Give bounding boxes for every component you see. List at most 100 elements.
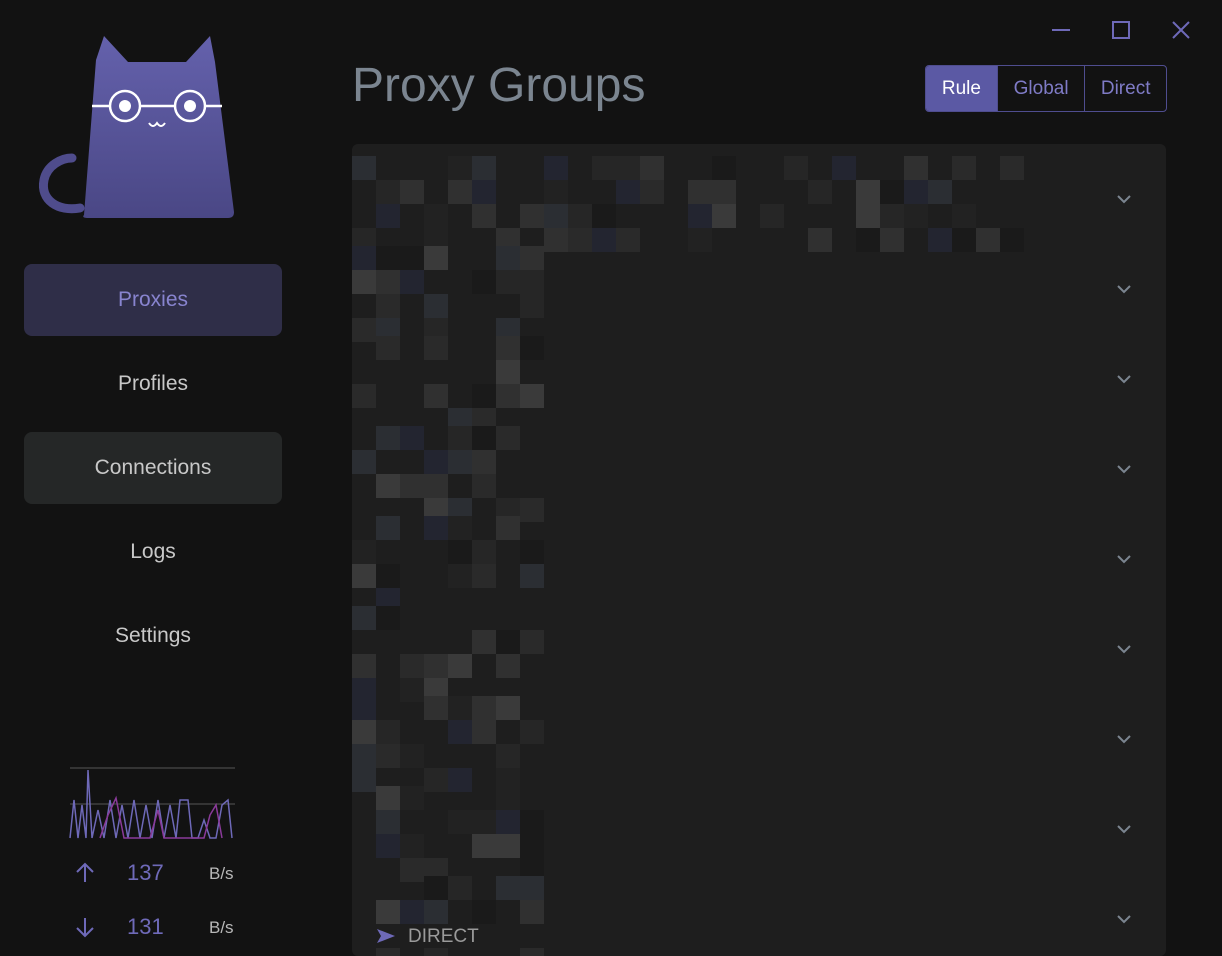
- blur-pixel: [448, 564, 472, 588]
- blur-pixel: [352, 450, 376, 474]
- nav-item[interactable]: Logs: [130, 540, 176, 563]
- expand-chevron[interactable]: [1117, 915, 1131, 924]
- blur-pixel: [688, 228, 712, 252]
- blur-pixel: [352, 654, 376, 678]
- blur-pixel: [352, 246, 376, 270]
- blur-pixel: [352, 696, 376, 720]
- blur-pixel: [424, 246, 448, 270]
- expand-chevron[interactable]: [1117, 195, 1131, 204]
- blur-pixel: [520, 720, 544, 744]
- nav-item[interactable]: Settings: [115, 624, 191, 647]
- blur-pixel: [352, 540, 376, 564]
- upload-value: 137: [127, 860, 164, 885]
- blur-pixel: [976, 228, 1000, 252]
- blur-pixel: [496, 876, 520, 900]
- blur-pixel: [904, 204, 928, 228]
- blur-pixel: [376, 744, 400, 768]
- blur-pixel: [424, 696, 448, 720]
- nav-item[interactable]: Profiles: [117, 372, 189, 395]
- blur-pixel: [592, 156, 616, 180]
- blur-pixel: [616, 156, 640, 180]
- expand-chevron[interactable]: [1117, 645, 1131, 654]
- blur-pixel: [712, 156, 736, 180]
- blur-pixel: [448, 810, 472, 834]
- blur-pixel: [520, 876, 544, 900]
- blur-pixel: [352, 156, 376, 180]
- expand-chevron[interactable]: [1117, 735, 1131, 744]
- blur-pixel: [520, 384, 544, 408]
- blur-pixel: [1000, 156, 1024, 180]
- blur-pixel: [496, 654, 520, 678]
- blur-pixel: [400, 426, 424, 450]
- traffic-arrows: [76, 862, 94, 938]
- blur-pixel: [352, 270, 376, 294]
- blur-pixel: [760, 204, 784, 228]
- blur-pixel: [472, 540, 496, 564]
- blur-pixel: [376, 564, 400, 588]
- blur-pixel: [520, 630, 544, 654]
- blur-pixel: [712, 204, 736, 228]
- blur-pixel: [448, 426, 472, 450]
- blur-pixel: [400, 858, 424, 882]
- blur-pixel: [400, 246, 424, 270]
- blur-pixel: [424, 654, 448, 678]
- mode-button[interactable]: Global: [996, 66, 1085, 111]
- blur-pixel: [400, 900, 424, 924]
- blur-pixel: [496, 834, 520, 858]
- blur-pixel: [496, 426, 520, 450]
- window-controls: [1052, 21, 1190, 39]
- blur-pixel: [376, 204, 400, 228]
- blur-pixel: [448, 180, 472, 204]
- blur-pixel: [520, 900, 544, 924]
- blur-pixel: [856, 204, 880, 228]
- blur-pixel: [448, 156, 472, 180]
- blur-pixel: [376, 294, 400, 318]
- mode-button[interactable]: Rule: [926, 66, 997, 111]
- expand-chevron[interactable]: [1117, 375, 1131, 384]
- expand-chevron[interactable]: [1117, 825, 1131, 834]
- blur-pixel: [568, 228, 592, 252]
- blur-pixel: [904, 180, 928, 204]
- maximize-button[interactable]: [1112, 21, 1130, 39]
- blur-pixel: [472, 564, 496, 588]
- blur-pixel: [472, 834, 496, 858]
- blur-pixel: [472, 156, 496, 180]
- nav-item[interactable]: Proxies: [24, 264, 282, 336]
- blur-pixel: [376, 270, 400, 294]
- blur-pixel: [496, 630, 520, 654]
- close-button[interactable]: [1172, 21, 1190, 39]
- mode-button[interactable]: Direct: [1084, 66, 1166, 111]
- blur-pixel: [424, 204, 448, 228]
- expand-chevron[interactable]: [1117, 555, 1131, 564]
- nav-item[interactable]: Connections: [24, 432, 282, 504]
- blur-pixel: [472, 696, 496, 720]
- blur-pixel: [1000, 228, 1024, 252]
- blur-pixel: [376, 336, 400, 360]
- blur-pixel: [472, 810, 496, 834]
- blur-pixel: [520, 294, 544, 318]
- blur-pixel: [448, 876, 472, 900]
- blur-pixel: [520, 498, 544, 522]
- blur-pixel: [376, 474, 400, 498]
- blur-pixel: [472, 720, 496, 744]
- blur-pixel: [424, 384, 448, 408]
- blur-pixel: [952, 156, 976, 180]
- blur-pixel: [472, 180, 496, 204]
- expand-chevron[interactable]: [1117, 465, 1131, 474]
- blur-pixel: [880, 228, 904, 252]
- blur-pixel: [400, 474, 424, 498]
- blur-pixel: [472, 450, 496, 474]
- expand-chevron[interactable]: [1117, 285, 1131, 294]
- blur-pixel: [904, 156, 928, 180]
- page-title: Proxy Groups: [352, 59, 646, 112]
- logo: [38, 36, 234, 218]
- blur-pixel: [376, 606, 400, 630]
- blur-pixel: [640, 180, 664, 204]
- blur-pixel: [856, 180, 880, 204]
- blur-pixel: [424, 516, 448, 540]
- blur-pixel: [352, 744, 376, 768]
- blur-pixel: [448, 654, 472, 678]
- blur-pixel: [520, 336, 544, 360]
